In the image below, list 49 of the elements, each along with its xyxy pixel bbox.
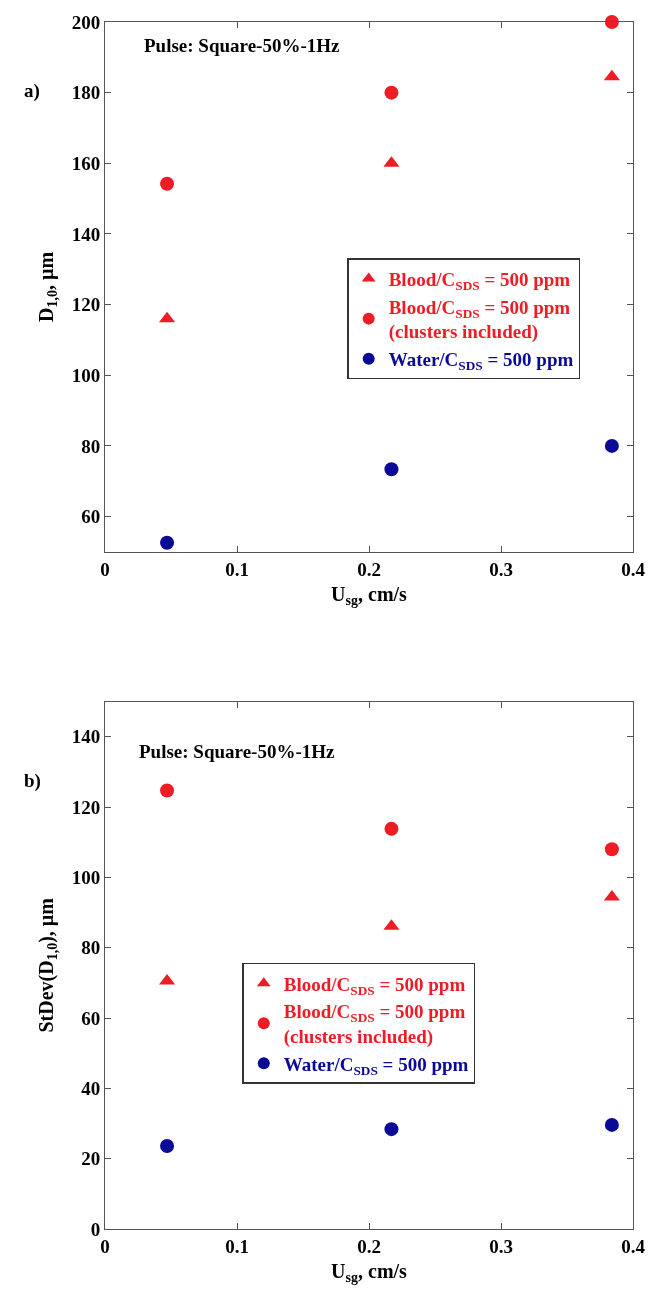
x-tick-label: 0.4 bbox=[621, 558, 646, 580]
point bbox=[384, 85, 399, 100]
text: b) bbox=[24, 770, 41, 792]
y-tick-label: 180 bbox=[71, 82, 101, 104]
point bbox=[160, 535, 175, 550]
x-axis-title: U$_{sg}$, cm/s bbox=[331, 583, 408, 609]
text: a) bbox=[24, 80, 40, 102]
y-tick-label: 100 bbox=[71, 867, 101, 889]
point bbox=[603, 69, 620, 81]
y-tick-label: 100 bbox=[71, 364, 101, 386]
point bbox=[604, 15, 619, 29]
x-axis-title: U$_{sg}$, cm/s bbox=[331, 1260, 408, 1286]
legend-label: Blood/C$_{SDS}$ = 500 ppm bbox=[388, 268, 571, 293]
y-tick-label: 120 bbox=[71, 796, 101, 818]
y-tick-label: 80 bbox=[81, 937, 101, 959]
y-tick-label: 60 bbox=[81, 506, 101, 528]
legend-label: Blood/C$_{SDS}$ = 500 ppm (clusters included) bbox=[283, 1001, 466, 1048]
x-tick-label: 0.4 bbox=[621, 1235, 646, 1257]
legend-label: Blood/C$_{SDS}$ = 500 ppm (clusters included) bbox=[388, 296, 571, 344]
y-tick-label: 0 bbox=[90, 1218, 101, 1240]
x-tick-label: 0.2 bbox=[357, 558, 381, 580]
y-tick-label: 140 bbox=[71, 223, 101, 245]
point bbox=[604, 1117, 619, 1132]
point bbox=[384, 1122, 399, 1137]
x-tick-label: 0.1 bbox=[225, 1235, 249, 1257]
y-tick-label: 160 bbox=[71, 152, 101, 174]
point bbox=[160, 176, 175, 191]
x-tick-label: 0.3 bbox=[489, 558, 513, 580]
y-tick-label: 140 bbox=[71, 726, 101, 748]
point bbox=[384, 462, 399, 477]
point bbox=[604, 438, 619, 453]
y-tick-label: 40 bbox=[81, 1077, 101, 1099]
point bbox=[604, 842, 619, 857]
y-tick-label: 200 bbox=[71, 11, 101, 33]
legend-label: Blood/C$_{SDS}$ = 500 ppm bbox=[283, 973, 466, 998]
y-tick-label: 60 bbox=[81, 1007, 101, 1029]
y-tick-label: 80 bbox=[81, 435, 101, 457]
annotation: Pulse: Square-50%-1Hz bbox=[139, 741, 336, 762]
x-tick-label: 0.3 bbox=[489, 1235, 513, 1257]
point bbox=[160, 783, 175, 798]
legend-label: Water/C$_{SDS}$ = 500 ppm bbox=[388, 349, 574, 374]
point bbox=[384, 821, 399, 836]
x-tick-label: 0.2 bbox=[357, 1235, 381, 1257]
y-tick-label: 120 bbox=[71, 294, 101, 316]
annotation: Pulse: Square-50%-1Hz bbox=[144, 35, 341, 56]
legend-label: Water/C$_{SDS}$ = 500 ppm bbox=[283, 1053, 469, 1078]
y-tick-label: 20 bbox=[81, 1148, 101, 1170]
x-tick-label: 0.1 bbox=[225, 558, 249, 580]
point bbox=[160, 1139, 175, 1153]
